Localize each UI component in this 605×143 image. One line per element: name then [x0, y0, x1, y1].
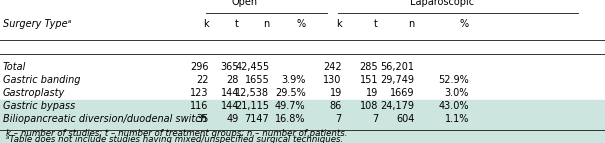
Text: ᵃTable does not include studies having mixed/unspecified surgical techniques.: ᵃTable does not include studies having m…: [6, 135, 343, 143]
Text: 296: 296: [190, 62, 209, 72]
Text: 29.5%: 29.5%: [275, 88, 306, 98]
Text: 43.0%: 43.0%: [439, 101, 469, 111]
Text: 604: 604: [396, 114, 414, 124]
Text: t: t: [374, 19, 378, 29]
Text: 1669: 1669: [390, 88, 414, 98]
Text: n: n: [408, 19, 414, 29]
Text: Laparoscopic: Laparoscopic: [410, 0, 474, 7]
Text: 1.1%: 1.1%: [445, 114, 469, 124]
Text: 21,115: 21,115: [235, 101, 269, 111]
Text: 123: 123: [190, 88, 209, 98]
Text: 16.8%: 16.8%: [275, 114, 306, 124]
Text: 365: 365: [220, 62, 239, 72]
Text: %: %: [296, 19, 306, 29]
Text: 56,201: 56,201: [381, 62, 414, 72]
Text: 7147: 7147: [244, 114, 269, 124]
Text: 52.9%: 52.9%: [438, 75, 469, 85]
Text: k – number of studies; t – number of treatment groups; n – number of patients.: k – number of studies; t – number of tre…: [6, 129, 347, 138]
Text: Biliopancreatic diversion/duodenal switch: Biliopancreatic diversion/duodenal switc…: [3, 114, 207, 124]
Text: n: n: [263, 19, 269, 29]
Text: 285: 285: [359, 62, 378, 72]
Text: 49.7%: 49.7%: [275, 101, 306, 111]
Text: 3.9%: 3.9%: [281, 75, 306, 85]
Text: Total: Total: [3, 62, 27, 72]
Text: 24,179: 24,179: [381, 101, 414, 111]
Text: 49: 49: [227, 114, 239, 124]
Text: Open: Open: [232, 0, 258, 7]
Text: 19: 19: [330, 88, 342, 98]
Text: 144: 144: [221, 101, 239, 111]
Text: 130: 130: [324, 75, 342, 85]
Bar: [0, 0, 605, 100]
Text: 7: 7: [372, 114, 378, 124]
Text: Surgery Typeᵃ: Surgery Typeᵃ: [3, 19, 71, 29]
Text: 22: 22: [196, 75, 209, 85]
Text: 42,455: 42,455: [235, 62, 269, 72]
Text: 7: 7: [336, 114, 342, 124]
Text: 28: 28: [227, 75, 239, 85]
Text: Gastric banding: Gastric banding: [3, 75, 80, 85]
Text: 35: 35: [197, 114, 209, 124]
Text: 116: 116: [191, 101, 209, 111]
Text: t: t: [235, 19, 239, 29]
Text: 108: 108: [360, 101, 378, 111]
Text: 242: 242: [323, 62, 342, 72]
Text: 1655: 1655: [244, 75, 269, 85]
Text: 86: 86: [330, 101, 342, 111]
Bar: [0, 100, 605, 143]
Text: 19: 19: [366, 88, 378, 98]
Text: k: k: [336, 19, 342, 29]
Text: 144: 144: [221, 88, 239, 98]
Text: Gastroplasty: Gastroplasty: [3, 88, 65, 98]
Text: Gastric bypass: Gastric bypass: [3, 101, 75, 111]
Text: %: %: [460, 19, 469, 29]
Text: k: k: [203, 19, 209, 29]
Text: 12,538: 12,538: [235, 88, 269, 98]
Text: 29,749: 29,749: [381, 75, 414, 85]
Text: 151: 151: [359, 75, 378, 85]
Text: 3.0%: 3.0%: [445, 88, 469, 98]
